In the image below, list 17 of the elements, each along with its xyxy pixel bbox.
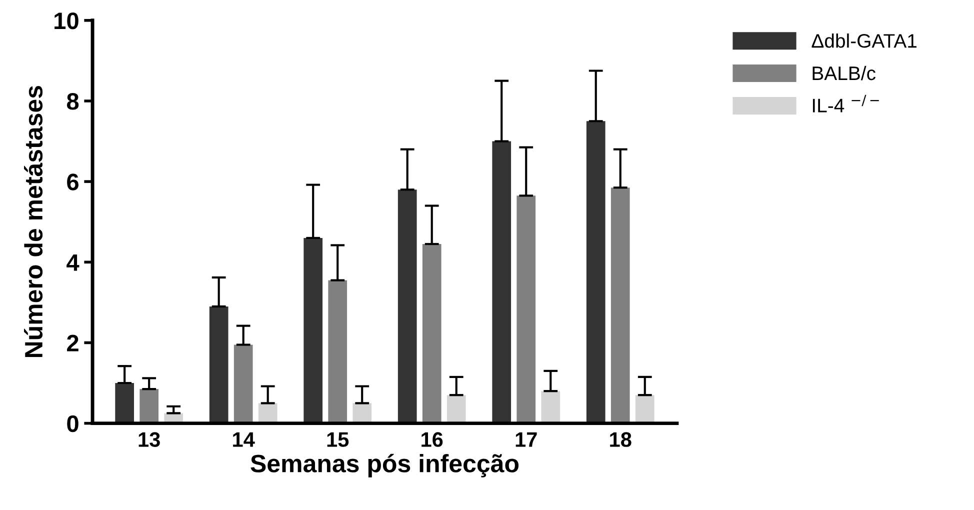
y-tick-label: 6 — [67, 174, 78, 190]
legend-label: BALB/c — [812, 66, 876, 80]
y-tick-label: 10 — [54, 12, 78, 30]
legend-label: Δdbl-GATA1 — [812, 33, 917, 48]
y-tick-label: 4 — [66, 254, 80, 271]
x-tick-label: 15 — [327, 432, 349, 447]
legend-label: IL-4 $^{−/−}$ — [812, 94, 879, 112]
x-tick-label: 18 — [610, 432, 632, 447]
y-tick-label: 0 — [67, 415, 78, 432]
y-tick-label: 2 — [67, 334, 78, 352]
x-tick-label: 16 — [422, 432, 443, 447]
x-tick-label: 17 — [516, 432, 537, 447]
y-tick-label: 8 — [66, 93, 79, 110]
x-tick-label: 14 — [233, 432, 255, 447]
x-tick-label: 13 — [138, 432, 160, 447]
y-axis-title: Número de metástases — [24, 86, 43, 358]
x-axis-title: Semanas pós infecção — [250, 454, 519, 478]
